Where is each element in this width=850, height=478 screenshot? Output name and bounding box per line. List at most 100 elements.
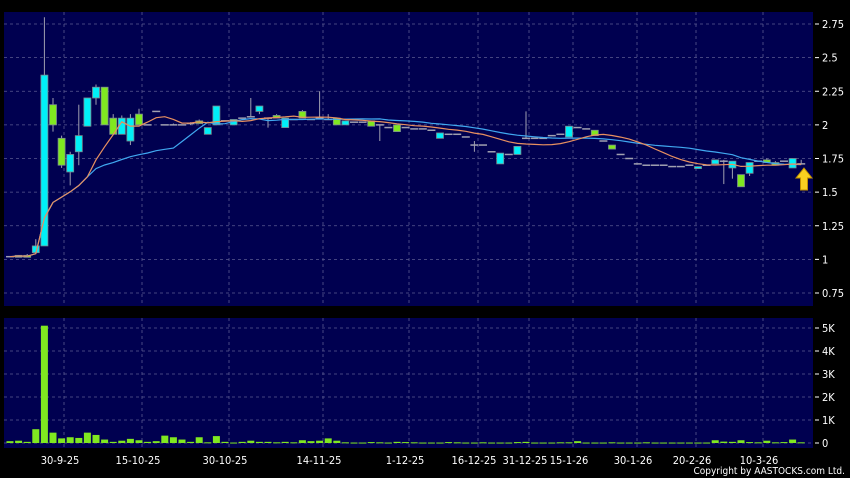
candle xyxy=(212,105,221,126)
volume-panel xyxy=(4,318,813,448)
candle xyxy=(719,159,728,185)
volume-bar xyxy=(634,442,642,444)
candle xyxy=(608,144,616,150)
volume-tick-label: 2K xyxy=(822,391,835,404)
candle xyxy=(436,132,444,139)
candle xyxy=(341,120,350,126)
volume-bar xyxy=(556,442,564,444)
candle-body xyxy=(788,158,797,169)
candle-body xyxy=(711,159,720,165)
volume-bar xyxy=(488,442,496,444)
y-tick-label: 1 xyxy=(822,253,828,266)
volume-bar xyxy=(402,442,410,444)
volume-bar xyxy=(40,325,48,443)
y-tick-label: 2 xyxy=(822,119,828,132)
volume-bar xyxy=(376,442,384,444)
volume-bar xyxy=(737,440,745,443)
candle xyxy=(590,129,599,137)
volume-bar xyxy=(789,439,797,443)
candle xyxy=(169,123,178,126)
volume-tick-label: 0 xyxy=(822,437,828,450)
current-price-arrow-icon xyxy=(794,167,814,191)
candle-body xyxy=(135,113,143,126)
x-tick-label: 30-1-26 xyxy=(614,454,653,467)
candle xyxy=(737,174,745,188)
volume-bar xyxy=(316,440,324,443)
candle-body xyxy=(255,105,264,112)
volume-bar xyxy=(728,441,736,443)
volume-bar xyxy=(367,442,375,444)
volume-bar xyxy=(660,442,668,444)
volume-bar xyxy=(703,442,711,444)
candle-body xyxy=(694,166,702,169)
volume-bar xyxy=(505,442,513,444)
volume-bar xyxy=(230,442,238,444)
y-tick-label: 2.25 xyxy=(822,85,844,98)
x-tick-label: 14-11-25 xyxy=(297,454,342,467)
candle-body xyxy=(92,86,100,99)
volume-bar xyxy=(694,442,702,444)
volume-bar xyxy=(187,441,195,443)
candle xyxy=(246,97,255,118)
volume-bar xyxy=(221,441,229,443)
volume-bar xyxy=(565,442,573,444)
volume-bar xyxy=(204,442,212,444)
candle xyxy=(496,152,505,165)
volume-bar xyxy=(685,442,693,444)
date-axis: 30-9-25 15-10-25 30-10-25 14-11-25 1-12-25 16… xyxy=(41,454,779,467)
volume-bar xyxy=(410,442,418,444)
candle xyxy=(66,151,75,186)
candle xyxy=(126,114,135,146)
moving-averages xyxy=(9,115,802,258)
volume-bar xyxy=(763,440,771,443)
volume-bar xyxy=(427,442,435,444)
candle xyxy=(513,145,522,155)
volume-bar xyxy=(58,438,66,443)
candle xyxy=(255,105,264,115)
volume-bar xyxy=(126,438,134,443)
volume-bar xyxy=(548,442,556,444)
volume-bar xyxy=(780,442,788,444)
volume-bar xyxy=(247,440,255,443)
volume-bar xyxy=(83,432,91,443)
volume-bar xyxy=(169,437,177,443)
candle xyxy=(745,162,754,176)
volume-bar xyxy=(359,442,367,444)
volume-bar xyxy=(419,442,427,444)
volume-bar xyxy=(212,436,220,443)
candle xyxy=(49,97,57,132)
candle xyxy=(100,86,109,126)
volume-bar xyxy=(135,440,143,443)
volume-bar xyxy=(754,442,762,444)
volume-bar xyxy=(496,442,504,444)
volume-bar xyxy=(445,442,453,444)
candle xyxy=(694,166,702,169)
candle-body xyxy=(341,120,350,126)
candle xyxy=(565,125,573,138)
ma-short-line xyxy=(9,115,802,258)
volume-bar xyxy=(178,439,186,443)
candle-body xyxy=(608,144,616,150)
x-tick-label: 31-12-25 xyxy=(503,454,548,467)
candle-body xyxy=(496,152,505,165)
volume-bar xyxy=(531,442,539,444)
candle-body xyxy=(203,127,212,135)
candle-body xyxy=(74,135,83,153)
volume-bar xyxy=(453,442,461,444)
candle xyxy=(375,124,384,142)
candle-body xyxy=(57,137,66,166)
y-tick-label: 2.5 xyxy=(822,52,838,65)
volume-bar xyxy=(608,442,616,444)
volume-bar xyxy=(393,441,401,443)
volume-bar xyxy=(144,441,152,443)
volume-bar xyxy=(23,441,31,443)
candle-body xyxy=(737,174,745,188)
volume-bar xyxy=(539,442,547,444)
volume-bar xyxy=(797,442,805,444)
volume-bar xyxy=(470,442,478,444)
volume-bar xyxy=(522,441,530,443)
candle xyxy=(522,111,530,140)
volume-bar xyxy=(298,440,306,443)
price-axis: 2.75 2.5 2.25 2 1.75 1.5 1.25 1 0.75 xyxy=(815,18,844,300)
volume-bar xyxy=(642,442,650,444)
